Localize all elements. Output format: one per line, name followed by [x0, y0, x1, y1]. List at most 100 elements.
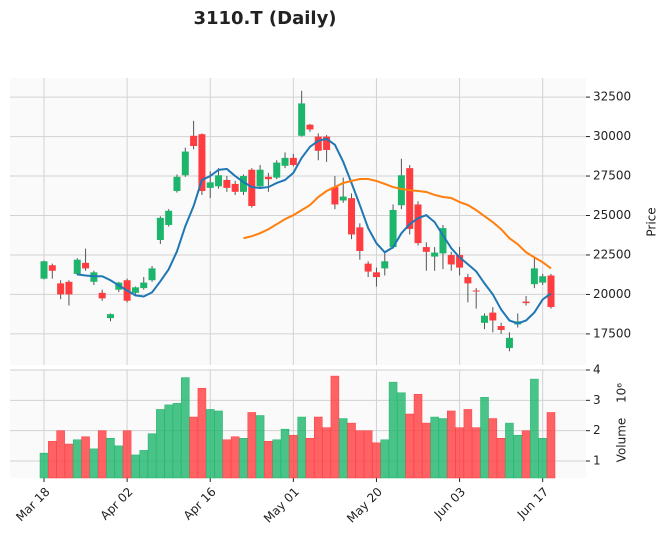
volume-axis-label: Volume	[615, 418, 629, 463]
x-tick-label: Apr 16	[181, 485, 219, 523]
candle-body	[497, 326, 505, 330]
volume-bar	[272, 439, 281, 479]
volume-bar	[114, 445, 124, 479]
candle-body	[456, 254, 464, 268]
volume-bar	[56, 430, 65, 479]
volume-bar	[48, 441, 57, 479]
candle-body	[489, 312, 497, 321]
volume-bar	[81, 436, 90, 479]
candle-body	[40, 261, 48, 279]
volume-bar	[222, 439, 232, 479]
volume-bar	[338, 418, 348, 479]
volume-bar	[455, 427, 464, 479]
candle-body	[530, 268, 538, 285]
candle-body	[98, 292, 106, 299]
candle-body	[231, 183, 239, 192]
chart-title: 3110.T (Daily)	[193, 8, 336, 29]
candle-body	[198, 134, 206, 192]
volume-bar	[438, 418, 448, 479]
volume-bar	[189, 416, 198, 479]
candle-body	[65, 281, 73, 295]
volume-bar	[122, 430, 132, 479]
volume-bar	[131, 454, 140, 479]
candle-body	[181, 151, 189, 176]
candle-body	[82, 262, 90, 269]
y-tick-label: 27500	[593, 169, 631, 183]
volume-bar	[480, 397, 489, 479]
volume-offset-label: 10⁶	[615, 383, 629, 403]
candle-body	[348, 198, 356, 235]
volume-bar	[39, 452, 49, 479]
candle-body	[372, 272, 380, 278]
candle-body	[339, 196, 347, 201]
volume-bar	[314, 416, 323, 479]
volume-bar	[89, 448, 99, 479]
candle-body	[414, 204, 422, 244]
candle-body	[522, 301, 530, 304]
candle-body	[447, 254, 455, 265]
candle-body	[165, 210, 173, 225]
candle-body	[298, 103, 306, 136]
candle-body	[464, 277, 472, 284]
price-axis-label: Price	[645, 207, 659, 236]
candle-body	[406, 168, 414, 229]
volume-bar	[546, 412, 556, 479]
volume-bar	[139, 450, 148, 479]
y-tick-label: 17500	[593, 326, 631, 340]
volume-bar	[106, 438, 115, 479]
volume-bar	[463, 409, 473, 479]
candle-body	[397, 175, 405, 206]
candle-body	[289, 157, 297, 165]
volume-bar	[305, 438, 315, 479]
candle-body	[156, 217, 164, 240]
moving-average-line	[77, 137, 552, 325]
volume-bar	[172, 403, 182, 479]
volume-bar	[247, 412, 257, 479]
volume-bar	[471, 427, 481, 479]
candle-body	[48, 265, 56, 271]
volume-bar	[197, 387, 207, 479]
volume-bar	[347, 422, 356, 479]
candle-body	[472, 290, 480, 292]
candle-body	[190, 135, 198, 147]
candle-body	[323, 136, 331, 150]
volume-bar	[156, 409, 165, 479]
volume-bar	[413, 394, 423, 479]
candle-body	[422, 247, 430, 252]
candle-body	[439, 228, 447, 254]
volume-bar	[297, 416, 306, 479]
volume-bar	[239, 438, 248, 479]
candle-body	[206, 182, 214, 188]
volume-bar	[72, 439, 82, 479]
candle-body	[364, 263, 372, 272]
volume-bar	[505, 422, 514, 479]
volume-bar	[363, 430, 373, 479]
x-tick-label: Jun 03	[431, 485, 468, 522]
candle-body	[356, 227, 364, 252]
candle-body	[264, 176, 272, 180]
candle-body	[273, 162, 281, 178]
volume-bar	[181, 377, 190, 479]
volume-bar	[488, 418, 498, 479]
volume-bar	[430, 416, 439, 479]
candle-body	[505, 337, 513, 349]
x-tick-label: Mar 18	[13, 485, 52, 524]
volume-bar	[280, 428, 290, 479]
moving-average-line	[243, 178, 552, 270]
volume-bar	[322, 427, 331, 479]
volume-bar	[147, 433, 157, 479]
volume-bar	[97, 430, 107, 479]
volume-bar	[380, 439, 390, 479]
x-tick-label: May 01	[261, 485, 302, 526]
volume-bar	[355, 430, 365, 479]
volume-bar	[513, 434, 523, 479]
y-tick-label: 20000	[593, 287, 631, 301]
volume-bar	[289, 434, 298, 479]
y-tick-label: 4	[593, 363, 601, 377]
candle-body	[547, 275, 555, 308]
candle-body	[57, 283, 65, 295]
y-tick-label: 32500	[593, 90, 631, 104]
candle-body	[223, 179, 231, 188]
volume-bar	[205, 409, 215, 479]
candle-body	[314, 136, 322, 151]
